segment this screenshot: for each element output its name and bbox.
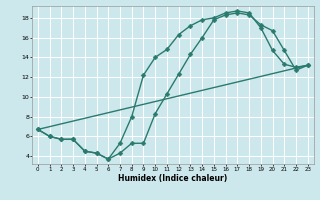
- X-axis label: Humidex (Indice chaleur): Humidex (Indice chaleur): [118, 174, 228, 183]
